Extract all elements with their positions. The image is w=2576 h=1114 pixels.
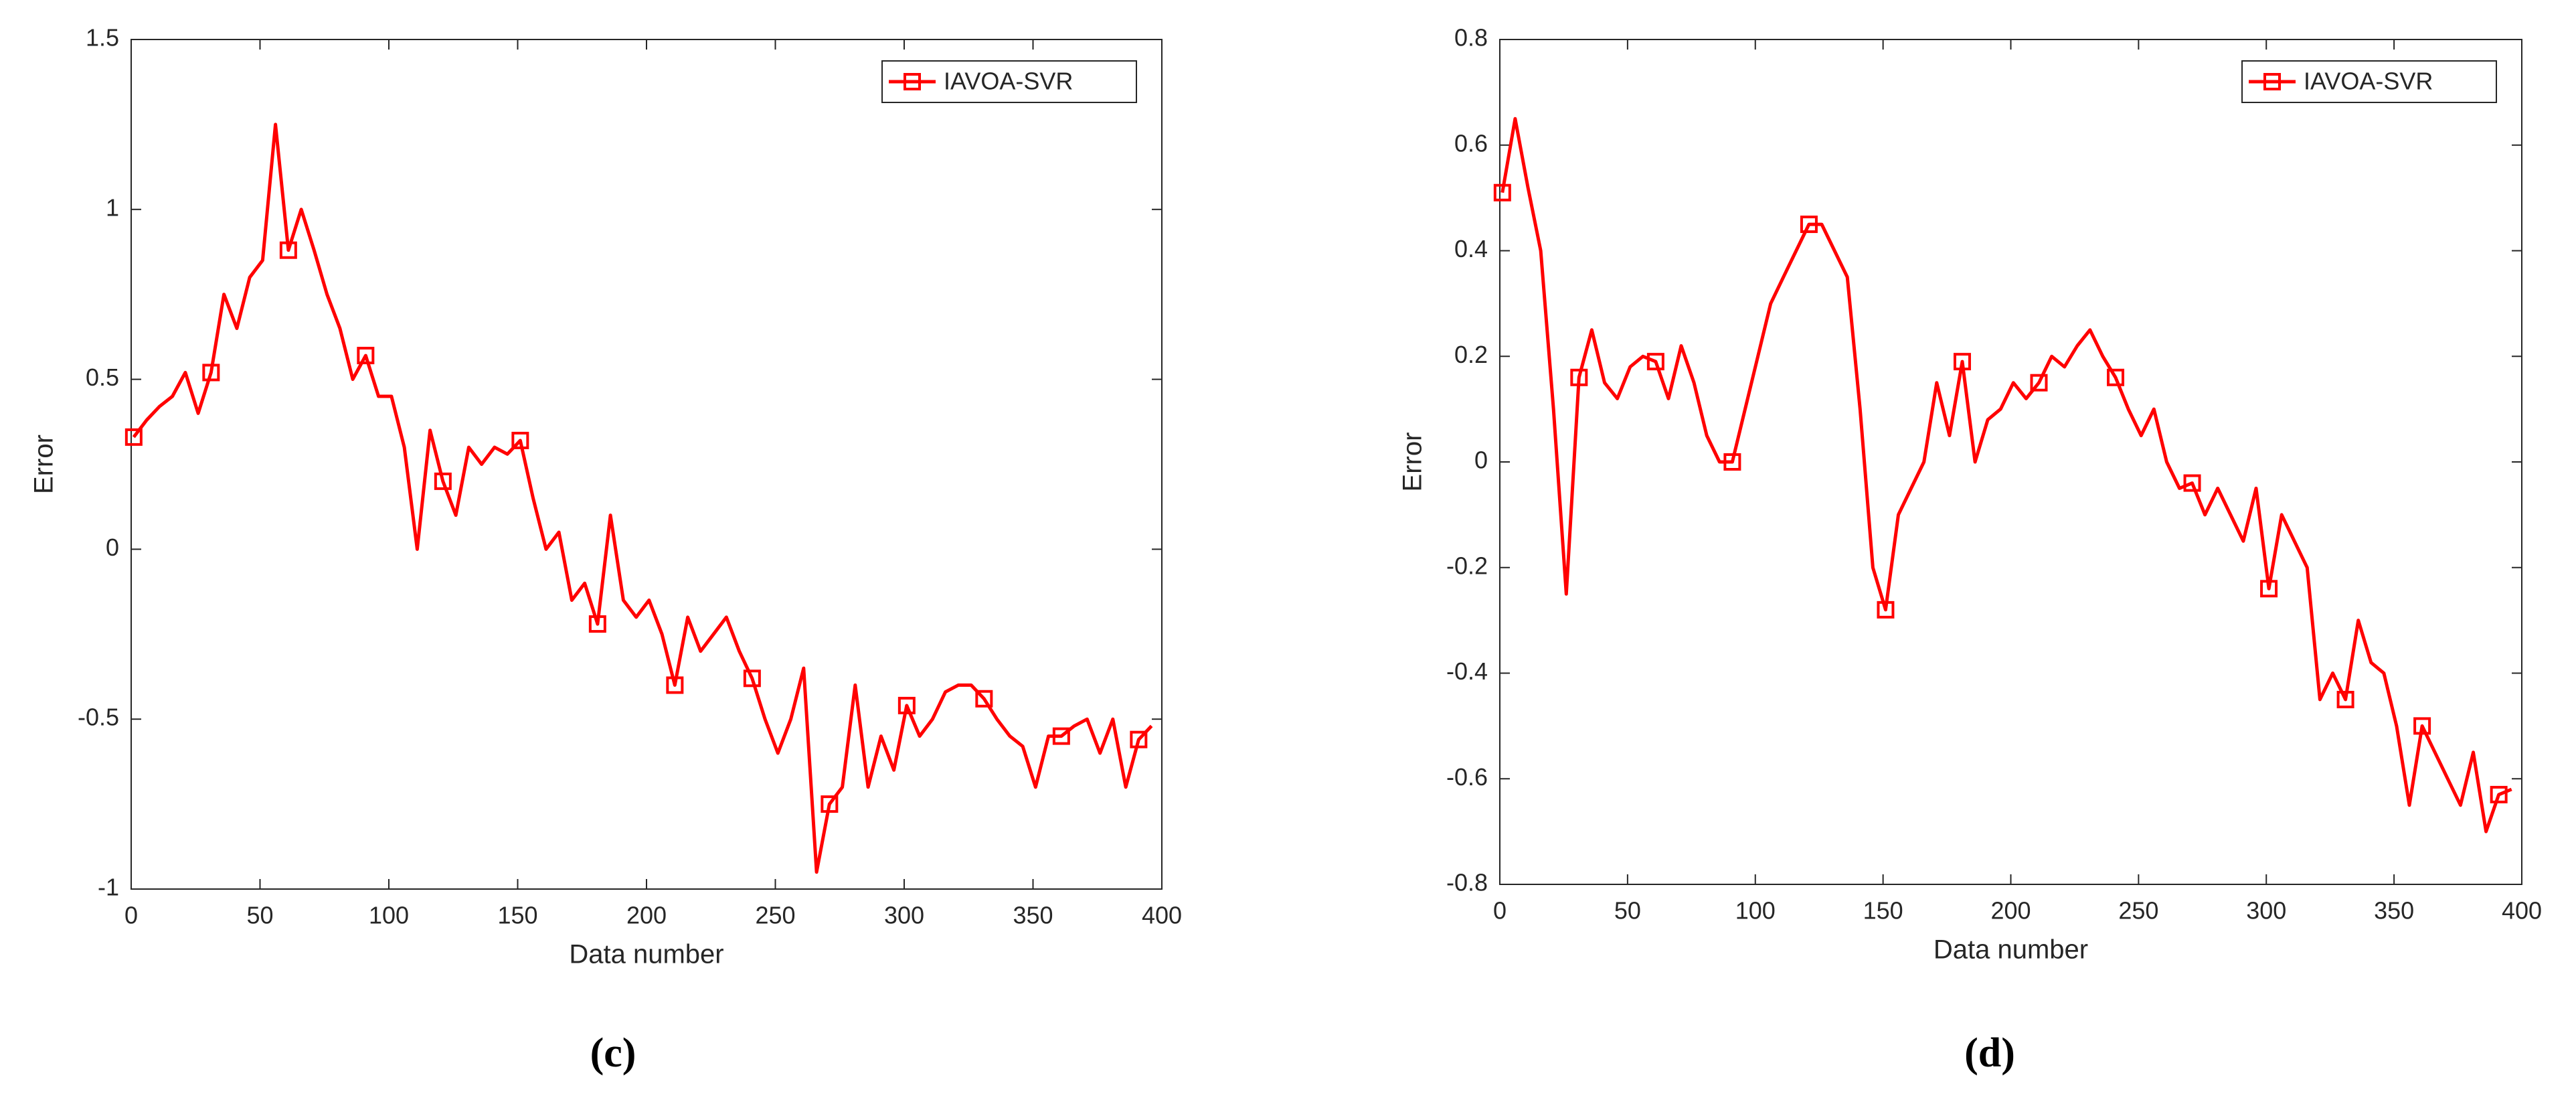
- plot-area: [131, 39, 1163, 890]
- y-tick-label: 0.4: [1454, 235, 1488, 262]
- data-marker: [1493, 183, 1511, 202]
- y-tick-label: 1: [106, 193, 119, 221]
- x-tick-label: 50: [246, 902, 273, 929]
- data-marker: [1723, 453, 1741, 471]
- x-tick-label: 250: [755, 902, 795, 929]
- data-marker: [279, 241, 297, 259]
- plot-area: [1499, 39, 2522, 885]
- data-marker: [1052, 727, 1070, 745]
- data-marker: [666, 676, 684, 694]
- data-marker: [357, 347, 375, 365]
- x-tick-label: 400: [2502, 897, 2542, 925]
- legend-label: IAVOA-SVR: [2304, 68, 2433, 95]
- x-axis-label: Data number: [569, 940, 723, 969]
- data-marker: [743, 669, 761, 688]
- x-tick-label: 150: [1863, 897, 1903, 925]
- y-tick-label: 0: [106, 534, 119, 561]
- data-marker: [124, 428, 143, 446]
- x-tick-label: 300: [2246, 897, 2286, 925]
- data-marker: [434, 472, 452, 490]
- y-tick-label: 0.8: [1454, 24, 1488, 52]
- x-tick-label: 300: [884, 902, 924, 929]
- data-marker: [1953, 353, 1971, 371]
- data-marker: [2260, 580, 2278, 598]
- data-marker: [975, 690, 993, 708]
- data-line: [132, 123, 1153, 874]
- data-marker: [2490, 785, 2508, 803]
- y-tick-label: -0.5: [78, 704, 119, 731]
- y-axis-label: Error: [1398, 432, 1428, 492]
- x-tick-label: 350: [1013, 902, 1053, 929]
- data-marker: [1570, 368, 1588, 386]
- x-tick-label: 350: [2374, 897, 2414, 925]
- data-marker: [1800, 216, 1818, 234]
- x-axis-label: Data number: [1934, 935, 2088, 965]
- data-marker: [2107, 368, 2125, 386]
- data-line: [1500, 116, 2512, 833]
- x-tick-label: 50: [1614, 897, 1641, 925]
- data-marker: [821, 795, 839, 813]
- panel-caption: (c): [590, 1030, 636, 1076]
- y-tick-label: 1.5: [86, 24, 119, 52]
- y-axis-label: Error: [29, 434, 59, 494]
- panel-caption: (d): [1964, 1030, 2015, 1076]
- y-tick-label: -0.2: [1446, 552, 1488, 579]
- x-tick-label: 0: [124, 902, 138, 929]
- x-tick-label: 0: [1493, 897, 1507, 925]
- y-tick-label: 0.6: [1454, 129, 1488, 157]
- y-tick-label: 0: [1474, 447, 1488, 474]
- data-marker: [2413, 717, 2431, 735]
- legend-marker: [2263, 73, 2281, 90]
- data-marker: [897, 696, 916, 714]
- y-tick-label: 0.2: [1454, 341, 1488, 368]
- y-tick-label: -1: [98, 874, 119, 901]
- y-tick-label: -0.8: [1446, 869, 1488, 896]
- y-tick-label: 0.5: [86, 364, 119, 391]
- y-tick-label: -0.4: [1446, 657, 1488, 685]
- data-marker: [588, 615, 606, 633]
- data-marker: [202, 364, 220, 382]
- x-tick-label: 200: [626, 902, 667, 929]
- data-marker: [511, 431, 529, 449]
- data-marker: [1130, 730, 1148, 748]
- data-marker: [1877, 601, 1895, 619]
- legend-label: IAVOA-SVR: [944, 68, 1073, 95]
- data-marker: [1646, 353, 1664, 371]
- x-tick-label: 100: [1735, 897, 1776, 925]
- y-tick-label: -0.6: [1446, 763, 1488, 791]
- x-tick-label: 400: [1142, 902, 1182, 929]
- data-marker: [2183, 474, 2201, 492]
- data-marker: [2336, 690, 2354, 708]
- legend-marker: [904, 73, 921, 90]
- x-tick-label: 250: [2118, 897, 2158, 925]
- x-tick-label: 200: [1990, 897, 2031, 925]
- x-tick-label: 150: [497, 902, 537, 929]
- x-tick-label: 100: [369, 902, 409, 929]
- data-marker: [2030, 374, 2048, 392]
